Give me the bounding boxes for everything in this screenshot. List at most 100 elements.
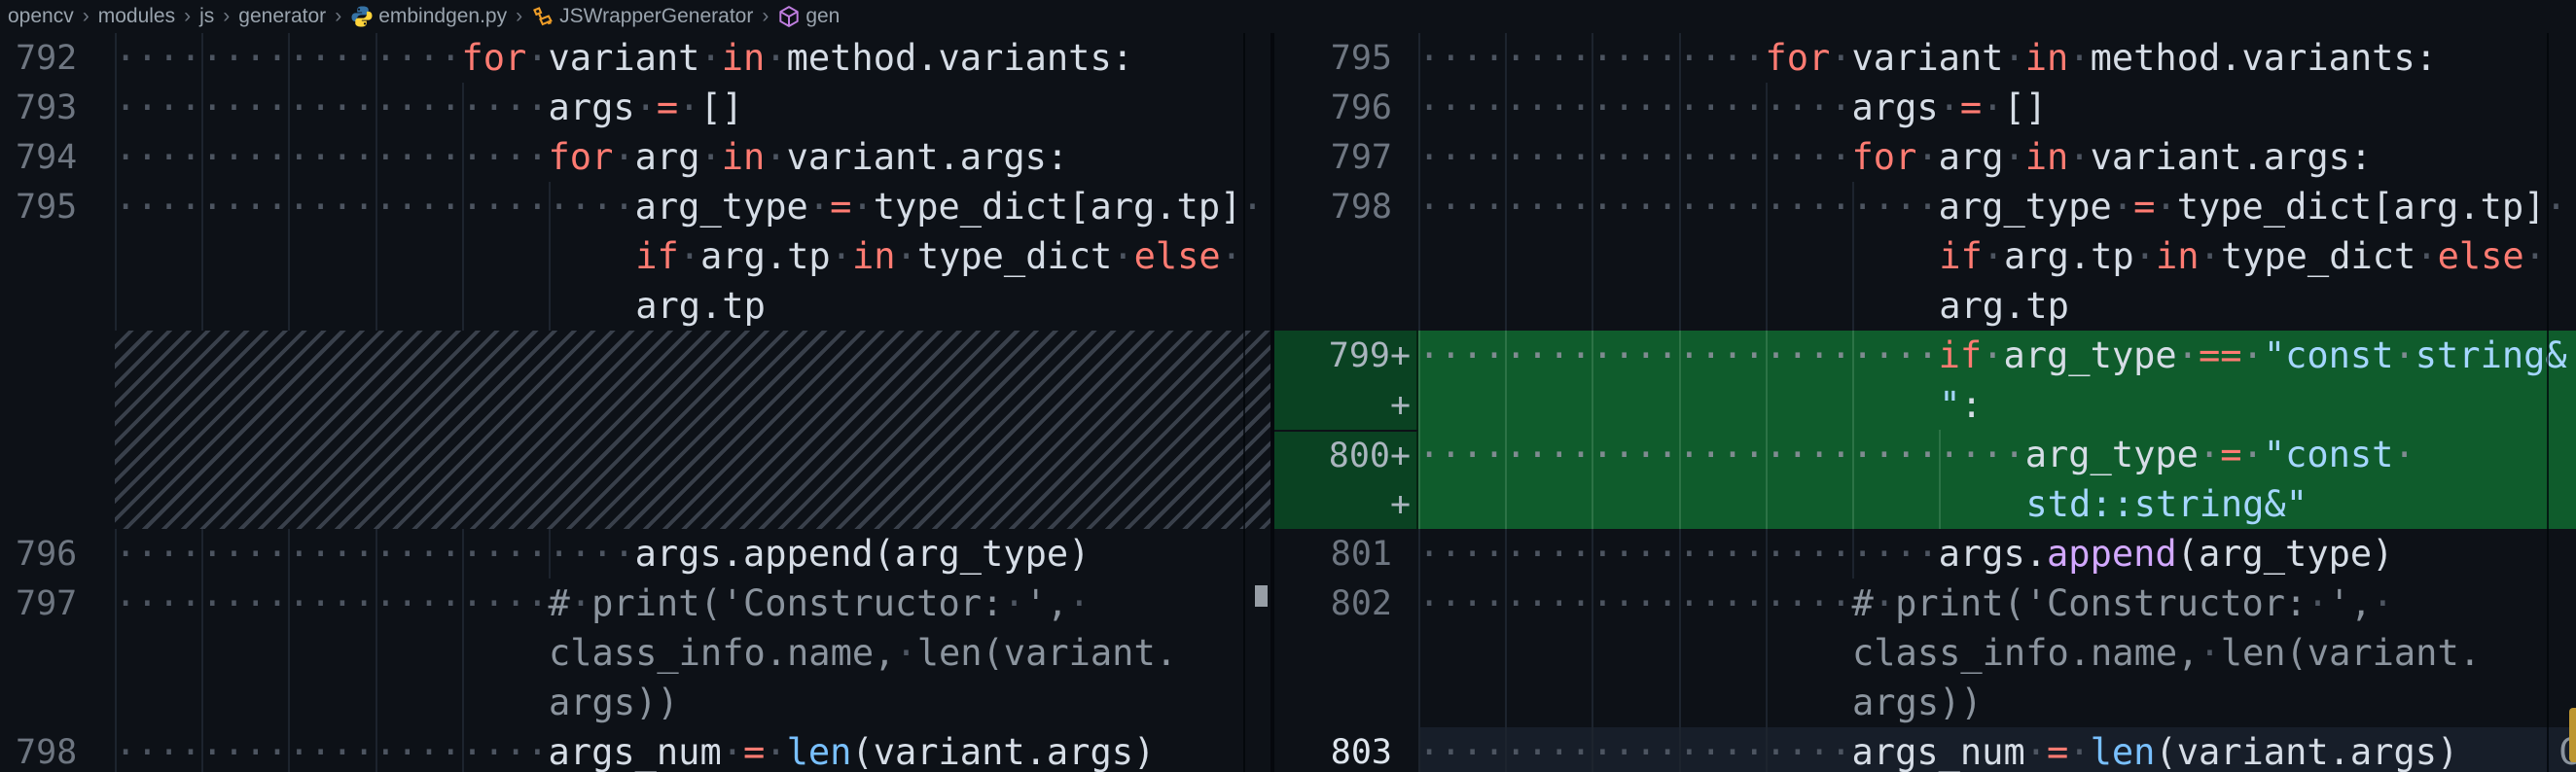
whitespace-dots: ························	[1418, 186, 1939, 228]
line-number[interactable]	[0, 281, 115, 331]
indent-guide	[1678, 430, 1681, 479]
line-number[interactable]	[1274, 678, 1418, 727]
whitespace-dots: ·	[2068, 731, 2091, 772]
code-line-content[interactable]: ················for·variant·in·method.va…	[115, 33, 1270, 83]
whitespace-dots: ························	[1418, 334, 1939, 376]
code-line-content[interactable]: arg.tp	[1418, 281, 2576, 331]
code-row-794[interactable]: 794 ····················for·arg·in·varian…	[0, 132, 1270, 182]
code-line-content[interactable]: ························arg_type·=·type_…	[115, 182, 1270, 231]
code-line-content[interactable]: class_info.name,·len(variant.	[1418, 628, 2576, 678]
line-number[interactable]: 803	[1274, 727, 1418, 772]
code-row-796[interactable]: 796 ························args.append(a…	[0, 529, 1270, 579]
code-row-798[interactable]: 798 ························arg_type·=·ty…	[1274, 182, 2576, 231]
breadcrumb-item-modules[interactable]: modules	[98, 5, 175, 28]
code-row-wrap[interactable]: arg.tp	[1274, 281, 2576, 331]
line-number[interactable]: 800 +	[1274, 430, 1418, 479]
code-row-wrap[interactable]: arg.tp	[0, 281, 1270, 331]
code-row-wrap[interactable]: + ":	[1274, 380, 2576, 430]
line-number-text: 802	[1330, 583, 1392, 623]
line-number[interactable]	[0, 231, 115, 281]
code-line-content[interactable]: arg.tp	[115, 281, 1270, 331]
scrollbar-thumb[interactable]	[1255, 585, 1268, 607]
whitespace-dots: ·	[765, 731, 787, 772]
line-number[interactable]: 798	[1274, 182, 1418, 231]
line-number[interactable]	[0, 628, 115, 678]
code-line-content[interactable]: ························args.append(arg_…	[115, 529, 1270, 579]
code-row-wrap[interactable]: if·arg.tp·in·type_dict·else·	[0, 231, 1270, 281]
code-row-795[interactable]: 795 ················for·variant·in·method…	[1274, 33, 2576, 83]
breadcrumb-item-jswrappergenerator[interactable]: JSWrapperGenerator	[531, 5, 753, 28]
line-number[interactable]: 797	[1274, 132, 1418, 182]
code-row-801[interactable]: 801 ························args.append(a…	[1274, 529, 2576, 579]
line-number[interactable]: 796	[1274, 83, 1418, 132]
breadcrumb-item-gen[interactable]: gen	[777, 5, 840, 28]
code-row-wrap[interactable]: class_info.name,·len(variant.	[0, 628, 1270, 678]
code-line-content[interactable]: ····················args_num·=·len(varia…	[115, 727, 1270, 772]
code-row-802[interactable]: 802 ····················#·print('Construc…	[1274, 579, 2576, 628]
code-row-795[interactable]: 795 ························arg_type·=·ty…	[0, 182, 1270, 231]
whitespace-dots: ····················	[115, 731, 549, 772]
overview-ruler-marker	[2569, 708, 2576, 762]
line-number[interactable]	[1274, 231, 1418, 281]
code-line-content[interactable]: if·arg.tp·in·type_dict·else·	[1418, 231, 2576, 281]
code-line-content[interactable]: ····················args·=·[]	[115, 83, 1270, 132]
code-row-792[interactable]: 792 ················for·variant·in·method…	[0, 33, 1270, 83]
line-number[interactable]: 793	[16, 88, 78, 127]
code-row-798[interactable]: 798 ····················args_num·=·len(va…	[0, 727, 1270, 772]
code-line-content[interactable]: class_info.name,·len(variant.	[115, 628, 1270, 678]
code-line-content[interactable]: ····························arg_type·=·"…	[1418, 430, 2576, 479]
code-line-content[interactable]: args))	[1418, 678, 2576, 727]
code-row-793[interactable]: 793 ····················args·=·[]	[0, 83, 1270, 132]
line-number[interactable]: 795	[16, 187, 78, 227]
code-line-content[interactable]: ························if·arg_type·==·"…	[1418, 331, 2576, 380]
code-line-content[interactable]: ····················args_num·=·len(varia…	[1418, 727, 2576, 772]
line-number[interactable]	[0, 678, 115, 727]
line-number[interactable]: +	[1274, 380, 1418, 430]
whitespace-dots: ····················	[115, 582, 549, 624]
code-line-content[interactable]: ················for·variant·in·method.va…	[1418, 33, 2576, 83]
code-line-content[interactable]: std::string&"	[1418, 479, 2576, 529]
code-row-797[interactable]: 797 ····················#·print('Construc…	[0, 579, 1270, 628]
code-row-wrap[interactable]: class_info.name,·len(variant.	[1274, 628, 2576, 678]
diff-editor: 792 ················for·variant·in·method…	[0, 33, 2576, 772]
line-number[interactable]	[1274, 628, 1418, 678]
code-token: args	[548, 87, 635, 128]
code-row-797[interactable]: 797 ····················for·arg·in·varian…	[1274, 132, 2576, 182]
breadcrumb-item-js[interactable]: js	[199, 5, 214, 28]
breadcrumb-item-embindgen-py[interactable]: embindgen.py	[350, 5, 507, 28]
code-line-content[interactable]: ":	[1418, 380, 2576, 430]
line-number[interactable]: 798	[16, 732, 78, 772]
code-line-content[interactable]: ····················#·print('Constructor…	[115, 579, 1270, 628]
breadcrumb-separator: ›	[762, 5, 769, 27]
line-number[interactable]: 797	[16, 583, 78, 623]
line-number[interactable]: 799 +	[1274, 331, 1418, 380]
breadcrumb-item-opencv[interactable]: opencv	[8, 5, 74, 28]
line-number[interactable]	[1274, 281, 1418, 331]
line-number[interactable]: 795	[1274, 33, 1418, 83]
code-line-content[interactable]: ····················for·arg·in·variant.a…	[115, 132, 1270, 182]
code-row-803[interactable]: 803 ····················args_num·=·len(va…	[1274, 727, 2576, 772]
breadcrumb-item-generator[interactable]: generator	[238, 5, 326, 28]
code-line-content[interactable]: ························arg_type·=·type_…	[1418, 182, 2576, 231]
code-row-wrap[interactable]: args))	[1274, 678, 2576, 727]
code-row-800[interactable]: 800 + ····························arg_type…	[1274, 430, 2576, 479]
code-line-content[interactable]: ····················for·arg·in·variant.a…	[1418, 132, 2576, 182]
indent-guide	[1505, 579, 1508, 628]
code-row-wrap[interactable]: + std::string&"	[1274, 479, 2576, 529]
line-number[interactable]: 796	[16, 534, 78, 574]
line-number[interactable]: +	[1274, 479, 1418, 529]
code-line-content[interactable]: args))	[115, 678, 1270, 727]
code-line-content[interactable]: if·arg.tp·in·type_dict·else·	[115, 231, 1270, 281]
indent-guide	[1852, 430, 1854, 479]
code-row-wrap[interactable]: if·arg.tp·in·type_dict·else·	[1274, 231, 2576, 281]
line-number[interactable]: 794	[16, 137, 78, 177]
code-row-799[interactable]: 799 + ························if·arg_type·…	[1274, 331, 2576, 380]
line-number[interactable]: 792	[16, 38, 78, 78]
line-number[interactable]: 801	[1274, 529, 1418, 579]
code-line-content[interactable]: ····················#·print('Constructor…	[1418, 579, 2576, 628]
code-row-796[interactable]: 796 ····················args·=·[]	[1274, 83, 2576, 132]
code-line-content[interactable]: ························args.append(arg_…	[1418, 529, 2576, 579]
line-number[interactable]: 802	[1274, 579, 1418, 628]
code-line-content[interactable]: ····················args·=·[]	[1418, 83, 2576, 132]
code-row-wrap[interactable]: args))	[0, 678, 1270, 727]
